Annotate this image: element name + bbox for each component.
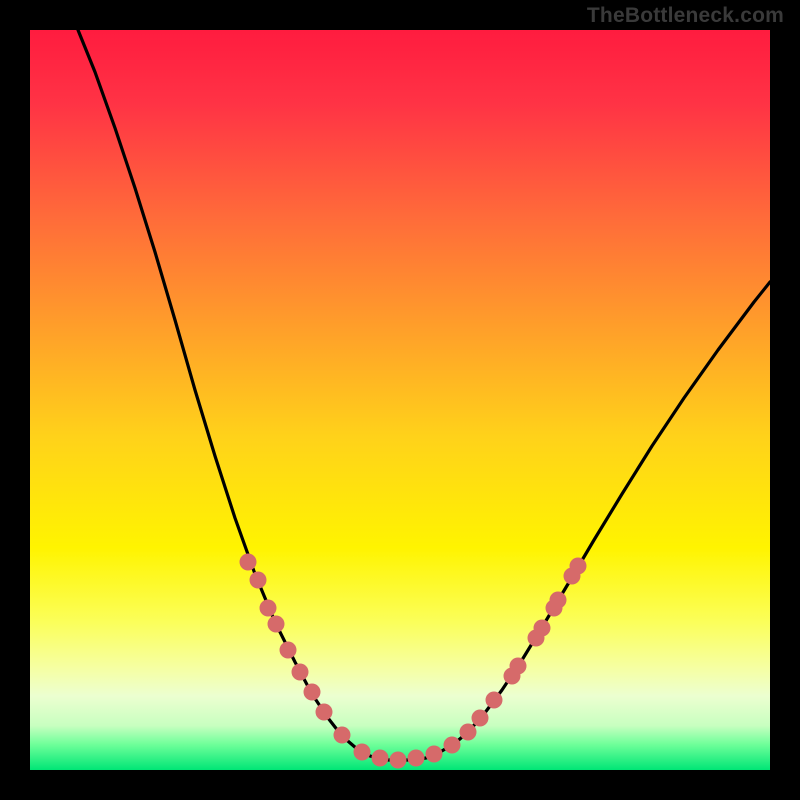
data-point <box>426 746 443 763</box>
data-point <box>472 710 489 727</box>
data-point <box>460 724 477 741</box>
data-point <box>260 600 277 617</box>
data-point <box>372 750 389 767</box>
watermark-text: TheBottleneck.com <box>587 4 784 28</box>
data-point <box>510 658 527 675</box>
data-point <box>534 620 551 637</box>
data-point <box>316 704 333 721</box>
data-point <box>292 664 309 681</box>
bottleneck-chart <box>0 0 800 800</box>
data-point <box>408 750 425 767</box>
data-point <box>444 737 461 754</box>
data-point <box>268 616 285 633</box>
gradient-background <box>30 30 770 770</box>
data-point <box>570 558 587 575</box>
data-point <box>250 572 267 589</box>
data-point <box>390 752 407 769</box>
data-point <box>334 727 351 744</box>
data-point <box>280 642 297 659</box>
data-point <box>354 744 371 761</box>
data-point <box>486 692 503 709</box>
chart-canvas: TheBottleneck.com <box>0 0 800 800</box>
data-point <box>550 592 567 609</box>
data-point <box>304 684 321 701</box>
data-point <box>240 554 257 571</box>
